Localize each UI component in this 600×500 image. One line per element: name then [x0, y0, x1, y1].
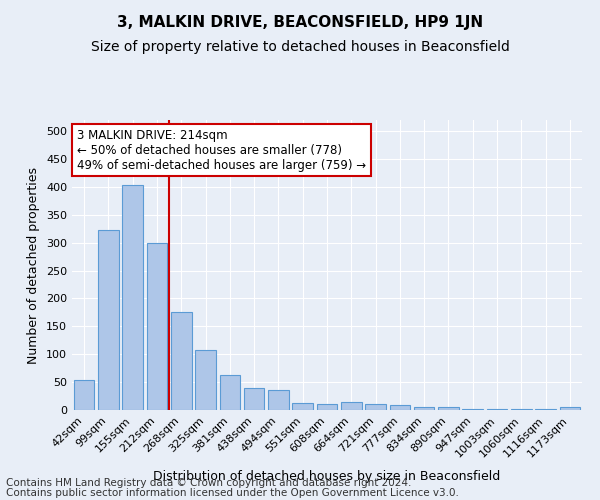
- Bar: [389, 405, 410, 410]
- Bar: [146, 242, 167, 410]
- Text: Contains public sector information licensed under the Open Government Licence v3: Contains public sector information licen…: [6, 488, 459, 498]
- Text: 3, MALKIN DRIVE, BEACONSFIELD, HP9 1JN: 3, MALKIN DRIVE, BEACONSFIELD, HP9 1JN: [117, 15, 483, 30]
- Bar: [244, 388, 265, 410]
- Bar: [317, 404, 337, 410]
- Text: Contains HM Land Registry data © Crown copyright and database right 2024.: Contains HM Land Registry data © Crown c…: [6, 478, 412, 488]
- Bar: [268, 390, 289, 410]
- Bar: [220, 375, 240, 410]
- Bar: [195, 350, 216, 410]
- Bar: [292, 404, 313, 410]
- Bar: [122, 184, 143, 410]
- Bar: [341, 402, 362, 410]
- Bar: [171, 312, 191, 410]
- Bar: [98, 230, 119, 410]
- X-axis label: Distribution of detached houses by size in Beaconsfield: Distribution of detached houses by size …: [154, 470, 500, 482]
- Bar: [414, 407, 434, 410]
- Bar: [365, 404, 386, 410]
- Bar: [438, 407, 459, 410]
- Y-axis label: Number of detached properties: Number of detached properties: [28, 166, 40, 364]
- Text: 3 MALKIN DRIVE: 214sqm
← 50% of detached houses are smaller (778)
49% of semi-de: 3 MALKIN DRIVE: 214sqm ← 50% of detached…: [77, 128, 366, 172]
- Bar: [560, 406, 580, 410]
- Text: Size of property relative to detached houses in Beaconsfield: Size of property relative to detached ho…: [91, 40, 509, 54]
- Bar: [463, 409, 483, 410]
- Bar: [74, 380, 94, 410]
